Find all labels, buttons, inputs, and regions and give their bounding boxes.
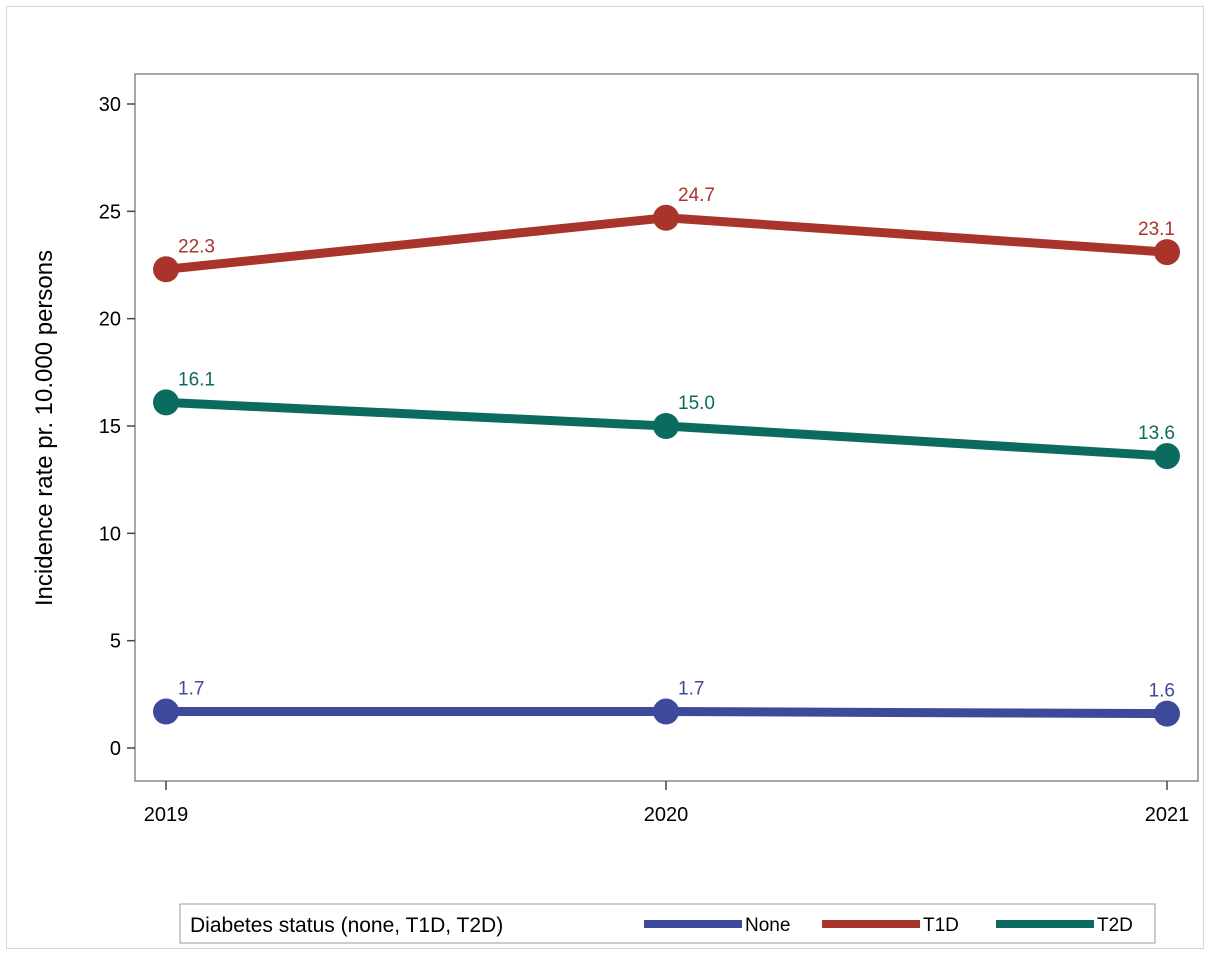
x-tick-label: 2021 — [1145, 804, 1190, 826]
data-label-t2d: 13.6 — [1138, 423, 1175, 444]
y-tick-label: 5 — [110, 631, 121, 653]
series-none: 1.7 1.7 1.6 — [153, 679, 1180, 727]
data-label-t2d: 16.1 — [178, 369, 215, 390]
data-point-t2d — [1154, 443, 1180, 470]
series-t1d: 22.3 24.7 23.1 — [153, 185, 1180, 283]
y-tick-label: 10 — [99, 523, 121, 545]
data-label-t2d: 15.0 — [678, 393, 715, 414]
legend-item-t1d: T1D — [822, 915, 959, 936]
y-axis: 0 5 10 15 20 25 30 — [99, 94, 135, 760]
data-point-t2d — [653, 413, 679, 439]
x-axis: 2019 2020 2021 — [144, 781, 1190, 826]
data-point-none — [653, 698, 679, 725]
data-label-none: 1.7 — [678, 679, 704, 700]
series-layer: 1.7 1.7 1.6 22.3 24.7 23.1 16.1 15.0 13.6 — [153, 185, 1180, 727]
chart-frame — [6, 6, 1204, 949]
y-tick-label: 20 — [99, 309, 121, 331]
series-t2d: 16.1 15.0 13.6 — [153, 369, 1180, 470]
legend-label-t1d: T1D — [923, 915, 959, 936]
data-label-t1d: 24.7 — [678, 185, 715, 206]
legend-label-t2d: T2D — [1097, 915, 1133, 936]
y-axis-title: Incidence rate pr. 10.000 persons — [31, 250, 58, 606]
y-tick-label: 0 — [110, 738, 121, 760]
legend-item-none: None — [644, 915, 790, 936]
legend-title: Diabetes status (none, T1D, T2D) — [190, 914, 503, 937]
data-label-t1d: 22.3 — [178, 236, 215, 257]
data-point-t1d — [153, 256, 179, 283]
data-point-none — [1154, 700, 1180, 727]
y-tick-label: 15 — [99, 416, 121, 438]
data-point-t1d — [1154, 239, 1180, 266]
y-tick-label: 25 — [99, 201, 121, 223]
data-point-t2d — [153, 389, 179, 416]
legend: Diabetes status (none, T1D, T2D) None T1D… — [179, 903, 1156, 944]
x-tick-label: 2020 — [644, 804, 689, 826]
legend-item-t2d: T2D — [996, 915, 1133, 936]
data-point-none — [153, 698, 179, 725]
y-tick-label: 30 — [99, 94, 121, 116]
legend-label-none: None — [745, 915, 790, 936]
data-label-t1d: 23.1 — [1138, 219, 1175, 240]
data-label-none: 1.7 — [178, 679, 204, 700]
data-point-t1d — [653, 204, 679, 231]
x-tick-label: 2019 — [144, 804, 189, 826]
data-label-none: 1.6 — [1149, 681, 1175, 702]
